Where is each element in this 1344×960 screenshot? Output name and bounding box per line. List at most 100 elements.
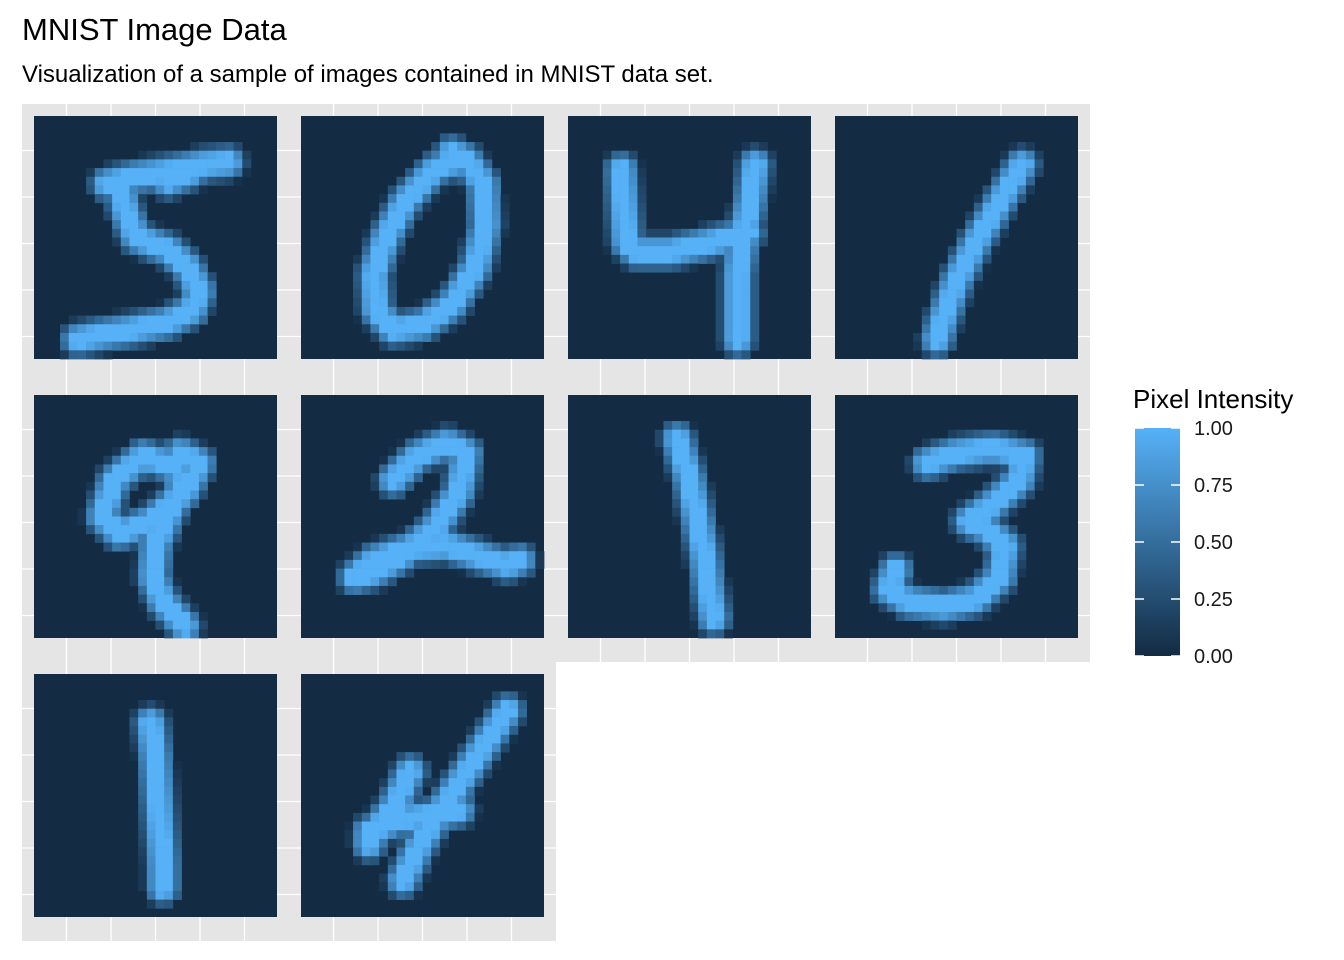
pixel <box>741 194 751 204</box>
pixel <box>198 629 208 639</box>
pixel <box>224 159 234 169</box>
pixel <box>474 168 484 178</box>
pixel <box>172 150 182 160</box>
pixel <box>112 490 122 500</box>
pixel <box>732 168 742 178</box>
pixel <box>715 263 725 273</box>
pixel <box>1017 490 1027 500</box>
pixel <box>956 272 966 282</box>
pixel <box>706 611 716 621</box>
pixel <box>112 473 122 483</box>
pixel <box>439 150 449 160</box>
pixel <box>146 577 156 587</box>
pixel <box>439 490 449 500</box>
pixel <box>146 830 156 840</box>
pixel <box>491 220 501 230</box>
pixel <box>939 289 949 299</box>
pixel <box>422 525 432 535</box>
pixel <box>680 507 690 517</box>
pixel <box>637 246 647 256</box>
pixel <box>517 700 527 710</box>
pixel <box>146 769 156 779</box>
pixel <box>439 559 449 569</box>
pixel <box>758 168 768 178</box>
pixel <box>930 603 940 613</box>
pixel <box>465 812 475 822</box>
pixel <box>457 516 467 526</box>
pixel <box>457 821 467 831</box>
pixel <box>353 280 363 290</box>
pixel <box>335 568 345 578</box>
pixel <box>361 821 371 831</box>
pixel <box>379 838 389 848</box>
pixel <box>387 864 397 874</box>
pixel <box>999 473 1009 483</box>
pixel <box>164 585 174 595</box>
pixel <box>370 551 380 561</box>
pixel <box>370 559 380 569</box>
pixel <box>750 306 760 316</box>
pixel <box>973 499 983 509</box>
pixel <box>387 237 397 247</box>
pixel <box>112 228 122 238</box>
pixel <box>750 194 760 204</box>
pixel <box>405 228 415 238</box>
pixel <box>1025 455 1035 465</box>
pixel <box>387 551 397 561</box>
pixel <box>947 332 957 342</box>
pixel <box>155 873 165 883</box>
pixel <box>439 507 449 517</box>
pixel <box>483 280 493 290</box>
pixel <box>387 568 397 578</box>
pixel <box>1025 185 1035 195</box>
pixel <box>982 568 992 578</box>
pixel <box>698 551 708 561</box>
pixel <box>146 795 156 805</box>
pixel <box>146 490 156 500</box>
pixel <box>413 298 423 308</box>
digit-panel-2 <box>289 104 556 383</box>
pixel <box>913 464 923 474</box>
pixel <box>387 254 397 264</box>
pixel <box>509 542 519 552</box>
pixel <box>1034 455 1044 465</box>
pixel <box>689 473 699 483</box>
pixel <box>930 341 940 351</box>
pixel <box>138 525 148 535</box>
pixel <box>129 185 139 195</box>
pixel <box>387 211 397 221</box>
pixel <box>146 176 156 186</box>
pixel <box>611 246 621 256</box>
pixel <box>405 812 415 822</box>
pixel <box>758 142 768 152</box>
pixel <box>155 464 165 474</box>
pixel <box>672 499 682 509</box>
pixel <box>413 769 423 779</box>
pixel <box>138 708 148 718</box>
pixel <box>947 280 957 290</box>
pixel <box>172 620 182 630</box>
pixel <box>439 795 449 805</box>
pixel <box>465 760 475 770</box>
pixel <box>431 332 441 342</box>
pixel <box>965 464 975 474</box>
pixel <box>198 150 208 160</box>
pixel <box>750 168 760 178</box>
pixel <box>396 804 406 814</box>
pixel <box>689 533 699 543</box>
pixel <box>94 168 104 178</box>
pixel <box>198 159 208 169</box>
pixel <box>379 289 389 299</box>
pixel <box>387 473 397 483</box>
pixel <box>129 568 139 578</box>
pixel <box>457 246 467 256</box>
pixel <box>94 464 104 474</box>
pixel <box>982 185 992 195</box>
pixel <box>181 280 191 290</box>
pixel <box>732 272 742 282</box>
pixel <box>1008 150 1018 160</box>
pixel <box>698 481 708 491</box>
pixel <box>672 237 682 247</box>
pixel <box>146 899 156 909</box>
pixel <box>947 306 957 316</box>
